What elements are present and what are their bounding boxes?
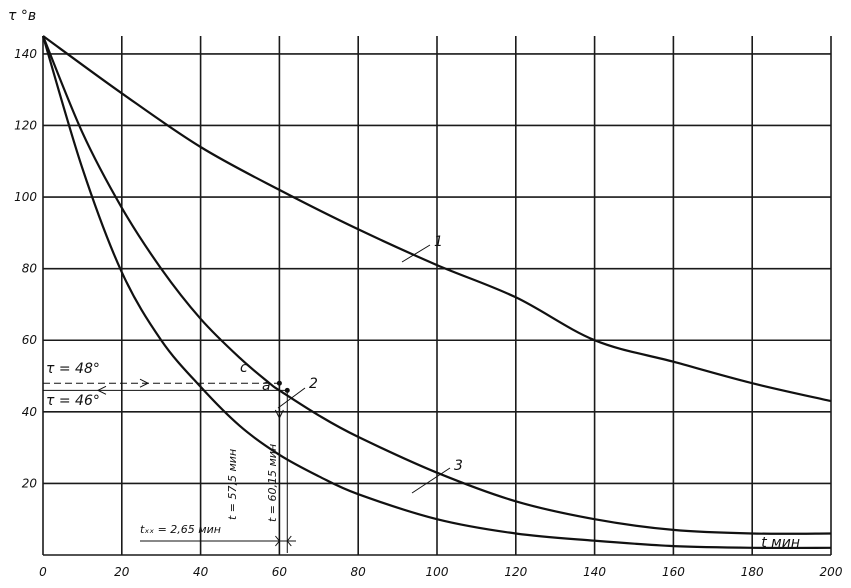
y-tick-label-2: 60 <box>22 333 38 347</box>
svg-text:1: 1 <box>434 234 443 250</box>
x-tick-label-4: 80 <box>351 565 367 579</box>
y-tick-label-3: 80 <box>22 262 38 276</box>
tau-low-label: τ = 46° <box>46 393 100 409</box>
series-line-3 <box>41 35 832 550</box>
marker-c <box>276 380 282 386</box>
tau-high-arrow <box>139 378 150 388</box>
t-xx-arrow-left <box>275 535 281 547</box>
tau-high-label: τ = 48° <box>46 361 100 377</box>
marker-c-label: c <box>240 360 248 376</box>
marker-a <box>284 387 290 393</box>
series-label-1: 1 <box>401 234 443 263</box>
x-tick-label-6: 120 <box>504 565 527 579</box>
series-label-2: 2 <box>277 376 318 409</box>
y-tick-label-5: 120 <box>14 118 37 132</box>
y-tick-label-4: 100 <box>14 190 37 204</box>
series-line-1 <box>42 35 832 403</box>
x-tick-label-0: 0 <box>39 565 47 579</box>
series-label-3: 3 <box>411 458 463 494</box>
y-tick-label-1: 40 <box>22 405 38 419</box>
x-axis-label: t мин <box>761 535 800 551</box>
y-tick-label-6: 140 <box>14 47 37 61</box>
y-axis-label: τ °в <box>8 8 36 24</box>
x-tick-label-3: 60 <box>272 565 288 579</box>
x-tick-label-5: 100 <box>426 565 449 579</box>
x-tick-label-2: 40 <box>193 565 209 579</box>
series-line-2 <box>41 35 832 535</box>
svg-text:3: 3 <box>454 458 463 474</box>
t-xx-label: tₓₓ = 2,65 мин <box>140 523 221 536</box>
t-xx-arrow-right <box>286 535 292 547</box>
grid: 0 20 40 60 80 100 120 140 160 180 2002040608010012… <box>14 36 843 579</box>
x-tick-label-10: 200 <box>820 565 843 579</box>
c-down-arrow <box>274 409 284 420</box>
guides <box>43 378 296 553</box>
t-left-label: t = 57,5 мин <box>226 449 239 520</box>
t-right-label: t = 60,15 мин <box>266 444 279 522</box>
y-tick-label-0: 20 <box>22 476 38 490</box>
x-tick-label-1: 20 <box>114 565 130 579</box>
x-tick-label-7: 140 <box>583 565 606 579</box>
marker-a-label: a <box>262 378 271 394</box>
tau-low-arrow <box>96 385 107 395</box>
series-layer <box>41 35 832 550</box>
x-tick-label-8: 160 <box>662 565 685 579</box>
svg-text:2: 2 <box>309 376 318 392</box>
x-tick-label-9: 180 <box>741 565 764 579</box>
